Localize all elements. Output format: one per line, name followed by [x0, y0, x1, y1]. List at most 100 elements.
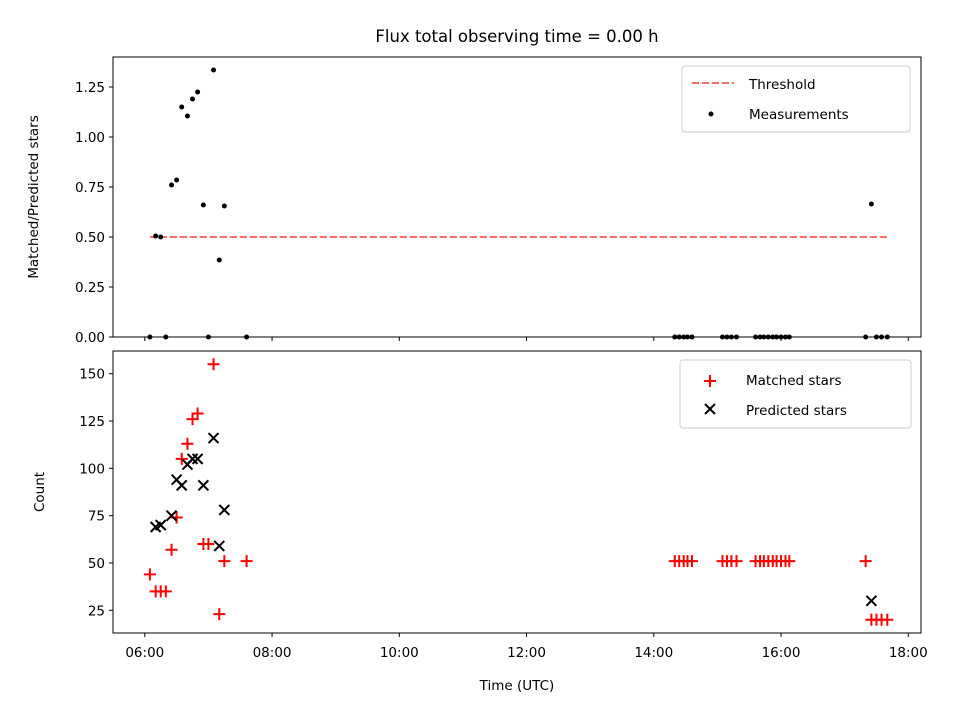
- measurement-point: [753, 334, 759, 340]
- bottom-y-tick-label: 100: [79, 461, 105, 477]
- top-y-ticks: 0.00 0.25 0.50 0.75 1.00 1.25: [75, 80, 113, 346]
- top-legend: Threshold Measurements: [681, 65, 911, 133]
- measurements-legend-swatch: [708, 111, 714, 117]
- bottom-y-tick-label: 25: [88, 603, 105, 619]
- matched-star-point: [730, 555, 743, 568]
- top-x-ticks: [144, 337, 909, 341]
- bottom-y-tick-label: 125: [79, 414, 105, 430]
- measurement-point: [863, 334, 869, 340]
- top-y-axis-label: Matched/Predicted stars: [26, 115, 42, 278]
- predicted-star-point: [218, 504, 231, 516]
- chart-title: Flux total observing time = 0.00 h: [375, 27, 658, 46]
- predicted-star-point: [155, 519, 167, 531]
- bottom-y-ticks: 25 50 75 100 125 150: [79, 367, 113, 619]
- measurement-point: [174, 177, 180, 183]
- matched-star-point: [191, 407, 204, 420]
- measurement-point: [672, 334, 678, 340]
- matched-star-point: [881, 613, 894, 626]
- matched-star-point: [165, 543, 178, 556]
- top-y-tick-label: 0.75: [75, 180, 105, 196]
- measurement-point: [221, 203, 227, 209]
- measurement-point: [728, 334, 734, 340]
- bottom-legend-box: [679, 359, 912, 429]
- top-y-tick-label: 1.00: [75, 130, 105, 146]
- bottom-y-axis-label: Count: [32, 472, 48, 512]
- measurement-point: [184, 113, 190, 119]
- measurement-point: [757, 334, 763, 340]
- measurement-point: [200, 202, 206, 208]
- bottom-x-ticks: 06:00 08:00 10:00 12:00 14:00 16:00 18:00: [125, 633, 928, 661]
- measurement-point: [786, 334, 792, 340]
- matched-star-point: [143, 568, 156, 581]
- matched-star-point: [685, 555, 698, 568]
- x-tick-label: 16:00: [762, 645, 801, 661]
- predicted-star-point: [197, 479, 210, 492]
- top-y-tick-label: 0.25: [75, 280, 105, 296]
- x-tick-label: 10:00: [380, 645, 419, 661]
- measurement-point: [733, 334, 739, 340]
- measurement-point: [782, 334, 788, 340]
- x-tick-label: 14:00: [634, 645, 673, 661]
- matched-star-point: [207, 358, 220, 371]
- matched-star-point: [202, 538, 215, 551]
- matched-star-point: [159, 585, 172, 598]
- matched-star-point: [175, 452, 188, 465]
- count-points: [143, 358, 894, 626]
- measurement-point: [884, 334, 890, 340]
- measurement-point: [205, 334, 211, 340]
- bottom-y-tick-label: 50: [88, 556, 105, 572]
- measurement-point: [685, 334, 691, 340]
- matched-legend-swatch: [704, 375, 716, 387]
- predicted-legend-label: Predicted stars: [746, 403, 847, 419]
- bottom-legend: Matched stars Predicted stars: [679, 359, 912, 429]
- predicted-star-point: [176, 479, 188, 492]
- measurement-point: [244, 334, 250, 340]
- matched-star-point: [181, 437, 194, 450]
- x-tick-label: 18:00: [889, 645, 928, 661]
- predicted-star-point: [213, 540, 225, 552]
- measurement-point: [169, 182, 175, 188]
- top-y-tick-label: 1.25: [75, 80, 105, 96]
- measurement-point: [774, 334, 780, 340]
- matched-star-point: [240, 555, 253, 568]
- matched-star-point: [783, 555, 796, 568]
- measurement-point: [147, 334, 153, 340]
- x-tick-label: 12:00: [507, 645, 546, 661]
- matched-star-point: [859, 555, 872, 568]
- predicted-legend-swatch: [704, 403, 716, 415]
- matched-star-point: [186, 413, 199, 426]
- measurement-point: [724, 334, 730, 340]
- predicted-star-point: [165, 509, 178, 522]
- bottom-panel: 25 50 75 100 125 150 06:00 08:00 10:00 12:00 14:0…: [32, 350, 928, 694]
- measurement-point: [158, 234, 164, 240]
- matched-star-point: [218, 555, 231, 568]
- measurement-point: [195, 89, 201, 95]
- measurement-point: [689, 334, 695, 340]
- bottom-y-tick-label: 75: [88, 509, 105, 525]
- top-y-tick-label: 0.00: [75, 330, 105, 346]
- measurement-point: [879, 334, 885, 340]
- predicted-star-point: [186, 453, 199, 465]
- measurements-points: [147, 67, 890, 340]
- measurement-point: [873, 334, 879, 340]
- measurement-point: [153, 233, 159, 239]
- measurement-point: [770, 334, 776, 340]
- predicted-star-point: [865, 595, 878, 607]
- top-y-tick-label: 0.50: [75, 230, 105, 246]
- measurement-point: [681, 334, 687, 340]
- x-tick-label: 06:00: [125, 645, 164, 661]
- measurement-point: [676, 334, 682, 340]
- matched-star-point: [213, 608, 226, 621]
- measurements-legend-label: Measurements: [749, 107, 849, 123]
- x-axis-label: Time (UTC): [479, 678, 555, 694]
- predicted-star-point: [207, 432, 220, 444]
- measurement-point: [216, 257, 222, 263]
- measurement-point: [765, 334, 771, 340]
- x-tick-label: 08:00: [253, 645, 292, 661]
- top-legend-box: [681, 65, 911, 133]
- measurement-point: [761, 334, 767, 340]
- threshold-legend-label: Threshold: [748, 77, 816, 93]
- top-panel: 0.00 0.25 0.50 0.75 1.00 1.25 Matched/Predict…: [26, 56, 922, 346]
- bottom-plot-frame: [112, 350, 922, 634]
